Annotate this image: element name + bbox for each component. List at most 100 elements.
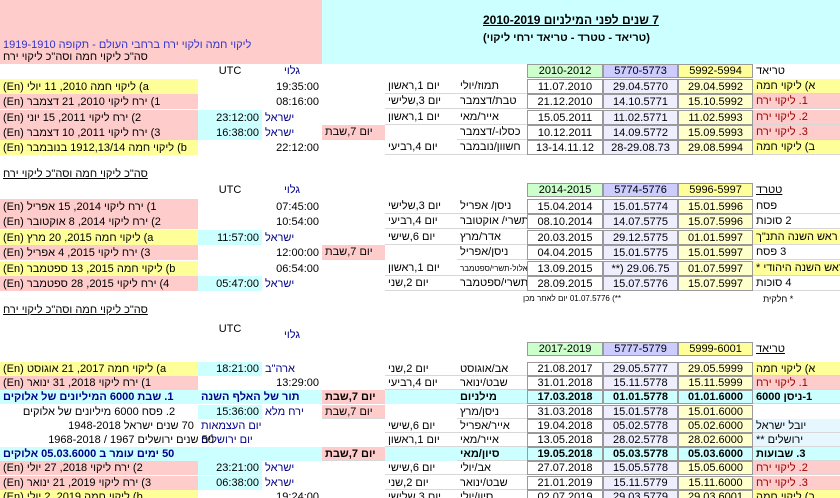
future-date: 05.03.6000 (678, 447, 753, 461)
eclipse-note: 3) ירח ליקוי 2011, 10 דצמבר (En) (0, 125, 198, 140)
gregorian-date: 19.05.2018 (527, 447, 603, 461)
visible-header: גלוי (284, 329, 300, 341)
visibility: ישראל (265, 111, 295, 124)
time: 23:21:00 (198, 461, 262, 475)
visibility: יום ירושלים (201, 434, 253, 446)
weekday: יום 4,רביעי (385, 140, 457, 155)
time: 18:21:00 (198, 362, 262, 376)
gregorian-date: 31.03.2018 (527, 405, 603, 419)
column-header: 2017-2019 (527, 342, 603, 356)
future-date: 15.07.5996 (678, 214, 753, 229)
future-date: 01.01.6000 (678, 390, 753, 404)
weekday: יום 1,ראשון (385, 110, 457, 125)
future-date: 29.08.5994 (678, 140, 753, 155)
gregorian-date: 15.05.2011 (527, 110, 603, 125)
gregorian-date: 31.01.2018 (527, 376, 603, 390)
gregorian-date: 19.04.2018 (527, 419, 603, 433)
row-label: 2 סוכות (753, 214, 840, 229)
hebrew-date: 14.07.5775 (603, 214, 678, 229)
month: חשוון/נובמבר (457, 140, 527, 155)
utc-header: UTC (218, 323, 242, 335)
weekday: יום 6,שישי (385, 230, 457, 245)
month: ניסן/אפריל (457, 245, 527, 260)
hebrew-date: 29.04.5770 (603, 79, 678, 94)
hebrew-date: 11.02.5771 (603, 110, 678, 125)
hebrew-date: 15.01.5774 (603, 199, 678, 214)
weekday: יום 6,שישי (385, 461, 457, 475)
gregorian-date: 08.10.2014 (527, 214, 603, 229)
future-date: 15.01.6000 (678, 405, 753, 419)
time: 08:16:00 (276, 95, 319, 108)
time: 11:57:00 (198, 230, 262, 245)
month: תשרי/ספטמבר (457, 276, 527, 291)
weekday: יום 3,שלישי (385, 490, 457, 498)
row-label: א) ליקוי חמה (753, 362, 840, 376)
weekday: יום 2,שני (385, 362, 457, 376)
month: אב/אוגוסט (457, 362, 527, 376)
gregorian-date: 13-14.11.12 (527, 140, 603, 155)
eclipse-note: 1) ירח ליקוי 2010, 21 דצמבר (En) (0, 94, 198, 109)
time: 22:12:00 (276, 141, 319, 154)
row-label: 2. ליקוי ירח (753, 110, 840, 125)
hebrew-date: 29.03.5779 (603, 490, 678, 498)
visibility: תור של האלף השנה (201, 391, 300, 403)
month: תמוז/יולי (457, 79, 527, 94)
weekday: יום 1,ראשון (385, 261, 457, 276)
gregorian-date: 27.07.2018 (527, 461, 603, 475)
eclipse-note: 3) ירח ליקוי 2015, 4 אפריל (En) (0, 245, 198, 260)
weekday: יום 4,רביעי (385, 214, 457, 229)
month: אב/יולי (457, 461, 527, 475)
month: אייר/מאי (457, 110, 527, 125)
month: ניסן/מרץ (457, 405, 527, 419)
row-label: א) ליקוי חמה (753, 79, 840, 94)
gregorian-date: 21.08.2017 (527, 362, 603, 376)
row-label: 3. שבועות (753, 447, 840, 461)
gregorian-date: 04.04.2015 (527, 245, 603, 260)
time: 06:38:00 (198, 476, 262, 490)
weekday: יום 3,שלישי (385, 199, 457, 214)
gregorian-date: 11.07.2010 (527, 79, 603, 94)
row-label: ראש השנה היהודי * (753, 261, 840, 276)
eclipse-note: b) ליקוי חמה 2019, 2 יולי (En) (0, 490, 198, 498)
column-header: טריאד (756, 65, 785, 77)
visibility: ארה"ב (265, 363, 295, 375)
hebrew-date: 28.02.5778 (603, 433, 678, 447)
eclipse-note: 50 ימים עומר ב 05.03.6000 אלוקים (3, 448, 175, 460)
utc-header: UTC (218, 65, 242, 77)
summary: סה"כ ליקוי חמה וסה"כ ליקוי ירח (3, 168, 148, 180)
weekday: יום 2,שני (385, 276, 457, 291)
eclipse-note: b) ליקוי חמה 1912,13/14 בנובמבר (En) (0, 140, 198, 155)
month: סיון/מאי (457, 447, 527, 461)
row-label: ירושלים ** (753, 433, 840, 447)
title: 7 שנים לפני המילניום 2010-2019 (483, 13, 659, 27)
row-label: 4 סוכות (753, 276, 840, 291)
future-date: 11.02.5993 (678, 110, 753, 125)
gregorian-date: 28.09.2015 (527, 276, 603, 291)
hebrew-date: 15.01.5775 (603, 245, 678, 260)
eclipse-note: a) ליקוי חמה 2017, 21 אוגוסט (En) (0, 362, 198, 376)
weekday: יום 2,שני (385, 476, 457, 490)
column-header: 5992-5994 (678, 64, 753, 78)
weekday: יום 4,רביעי (385, 376, 457, 390)
hebrew-date: 01.01.5778 (603, 390, 678, 404)
time: 16:38:00 (198, 125, 262, 140)
hebrew-date: 29.06.75 (** (603, 261, 678, 276)
shabbat: יום 7,שבת (322, 125, 385, 140)
shabbat: יום 7,שבת (322, 447, 385, 461)
shabbat: יום 7,שבת (322, 405, 385, 419)
column-header: 2010-2012 (527, 64, 603, 78)
future-date: 15.01.5997 (678, 245, 753, 260)
left-title: ליקוי חמה ולקוי ירח ברחבי העולם - תקופה … (3, 38, 252, 51)
month: מילניום (457, 390, 527, 404)
future-date: 15.10.5992 (678, 94, 753, 109)
hebrew-date: 15.11.5779 (603, 476, 678, 490)
row-label: ב) ליקוי חמה (753, 490, 840, 498)
column-header: טטרד (756, 184, 783, 196)
future-date: 29.05.5999 (678, 362, 753, 376)
time: 10:54:00 (276, 215, 319, 228)
row-label: 2. ליקוי ירח (753, 461, 840, 475)
hebrew-date: 15.07.5776 (603, 276, 678, 291)
future-date: 01.07.5997 (678, 261, 753, 276)
footnote: **) 01.07.5776 יום לאחר מכן (523, 294, 621, 303)
column-header: 2014-2015 (527, 183, 603, 197)
